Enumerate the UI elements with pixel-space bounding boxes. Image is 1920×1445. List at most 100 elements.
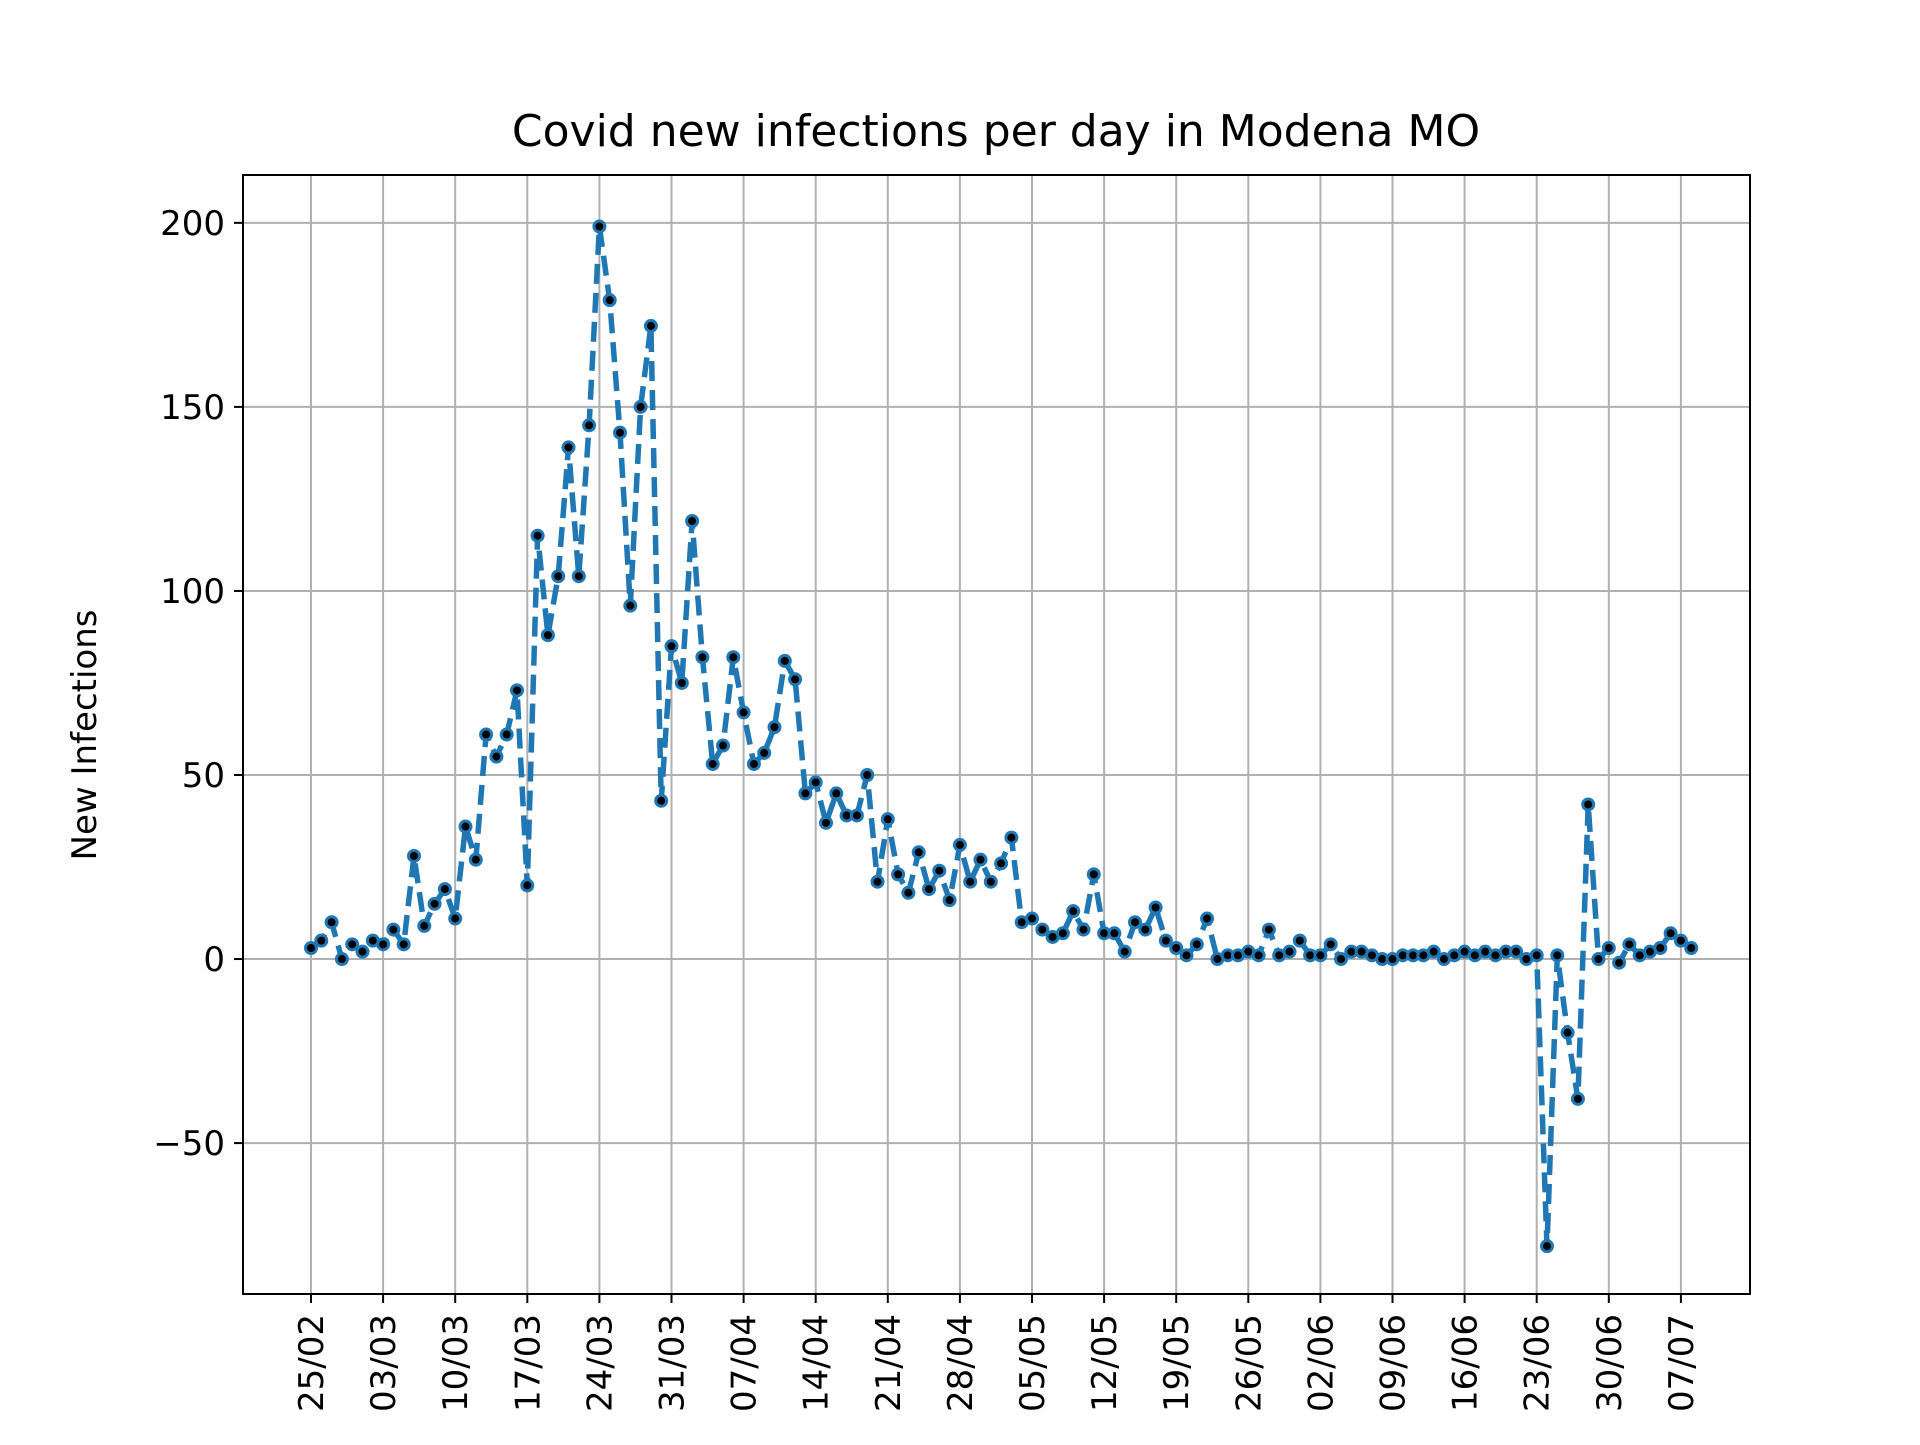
data-point bbox=[1107, 926, 1122, 941]
data-point bbox=[623, 598, 638, 613]
y-tick-label: 200 bbox=[160, 204, 225, 244]
data-point bbox=[994, 856, 1009, 871]
x-tick-label: 03/03 bbox=[364, 1314, 404, 1412]
data-point bbox=[1055, 926, 1070, 941]
data-point bbox=[314, 933, 329, 948]
data-point bbox=[499, 727, 514, 742]
x-tick-label: 07/04 bbox=[725, 1314, 765, 1412]
data-point bbox=[1158, 933, 1173, 948]
data-point bbox=[777, 653, 792, 668]
data-point bbox=[602, 293, 617, 308]
data-point bbox=[1025, 911, 1039, 926]
data-point bbox=[1117, 944, 1132, 959]
data-point bbox=[551, 569, 566, 584]
data-point bbox=[798, 786, 813, 801]
x-tick-label: 31/03 bbox=[653, 1314, 693, 1412]
data-point bbox=[489, 749, 504, 764]
data-point bbox=[654, 793, 669, 808]
data-point bbox=[1673, 933, 1688, 948]
data-point bbox=[726, 650, 741, 665]
x-tick-label: 16/06 bbox=[1446, 1314, 1486, 1412]
data-point bbox=[1035, 922, 1050, 937]
data-point bbox=[1663, 926, 1678, 941]
data-point bbox=[1622, 937, 1637, 952]
chart-title: Covid new infections per day in Modena M… bbox=[512, 106, 1480, 157]
data-point bbox=[1066, 904, 1081, 919]
data-point bbox=[1612, 955, 1627, 970]
data-point bbox=[1540, 1239, 1554, 1254]
y-tick-label: 0 bbox=[203, 940, 225, 980]
data-point bbox=[1426, 944, 1441, 959]
x-tick-label: 10/03 bbox=[436, 1314, 476, 1412]
data-point bbox=[829, 786, 844, 801]
data-point bbox=[582, 418, 597, 433]
data-point bbox=[1261, 922, 1276, 937]
data-point bbox=[510, 683, 524, 698]
grid bbox=[243, 175, 1750, 1294]
data-point bbox=[458, 819, 473, 834]
y-tick-label: −50 bbox=[153, 1124, 225, 1164]
data-point bbox=[891, 867, 906, 882]
data-point bbox=[870, 874, 885, 889]
data-point bbox=[304, 940, 318, 955]
x-tick-label: 17/03 bbox=[508, 1314, 548, 1412]
data-point bbox=[1292, 933, 1307, 948]
y-tick-label: 150 bbox=[160, 388, 225, 428]
data-point bbox=[592, 219, 607, 234]
data-point bbox=[334, 952, 349, 967]
data-point bbox=[963, 874, 978, 889]
data-point bbox=[1282, 944, 1297, 959]
data-point bbox=[643, 318, 658, 333]
data-point bbox=[345, 937, 360, 952]
data-point bbox=[1509, 944, 1524, 959]
data-point bbox=[324, 915, 339, 930]
data-point bbox=[1550, 948, 1565, 963]
data-point bbox=[922, 882, 936, 897]
x-tick-label: 09/06 bbox=[1374, 1314, 1414, 1412]
data-point bbox=[932, 863, 947, 878]
data-point bbox=[716, 738, 730, 753]
data-point bbox=[983, 874, 998, 889]
data-point bbox=[396, 937, 411, 952]
data-point bbox=[695, 650, 710, 665]
data-point bbox=[860, 767, 875, 782]
data-point bbox=[520, 878, 535, 893]
data-point bbox=[819, 815, 833, 830]
x-tick-label: 24/03 bbox=[580, 1314, 620, 1412]
y-axis-label: New Infections bbox=[65, 610, 105, 861]
data-point bbox=[1200, 911, 1215, 926]
data-point bbox=[1323, 937, 1338, 952]
data-point bbox=[1189, 937, 1204, 952]
data-point bbox=[767, 720, 782, 735]
data-point bbox=[788, 672, 803, 687]
y-tick-label: 100 bbox=[160, 572, 225, 612]
x-tick-label: 21/04 bbox=[869, 1314, 909, 1412]
x-tick-label: 07/07 bbox=[1662, 1314, 1702, 1412]
y-axis: −50 0 50 100 150 200 bbox=[153, 204, 243, 1164]
data-point bbox=[973, 852, 988, 867]
data-point bbox=[1313, 948, 1328, 963]
plot-frame bbox=[242, 174, 1751, 1295]
data-point bbox=[1169, 940, 1184, 955]
data-point bbox=[633, 399, 648, 414]
data-point bbox=[880, 812, 895, 827]
data-point bbox=[571, 569, 586, 584]
data-point bbox=[808, 775, 823, 790]
x-tick-label: 12/05 bbox=[1085, 1314, 1125, 1412]
data-point bbox=[1529, 948, 1544, 963]
data-point bbox=[1004, 830, 1019, 845]
data-point bbox=[1148, 900, 1163, 915]
data-point bbox=[901, 885, 916, 900]
x-tick-label: 23/06 bbox=[1518, 1314, 1558, 1412]
data-point bbox=[376, 937, 391, 952]
series-layer bbox=[304, 219, 1699, 1254]
data-point bbox=[427, 896, 442, 911]
data-point bbox=[746, 756, 761, 771]
data-point bbox=[540, 628, 555, 643]
data-point bbox=[736, 705, 751, 720]
x-tick-label: 19/05 bbox=[1157, 1314, 1197, 1412]
data-point bbox=[530, 528, 545, 543]
data-point bbox=[355, 944, 370, 959]
data-point bbox=[1334, 952, 1348, 967]
